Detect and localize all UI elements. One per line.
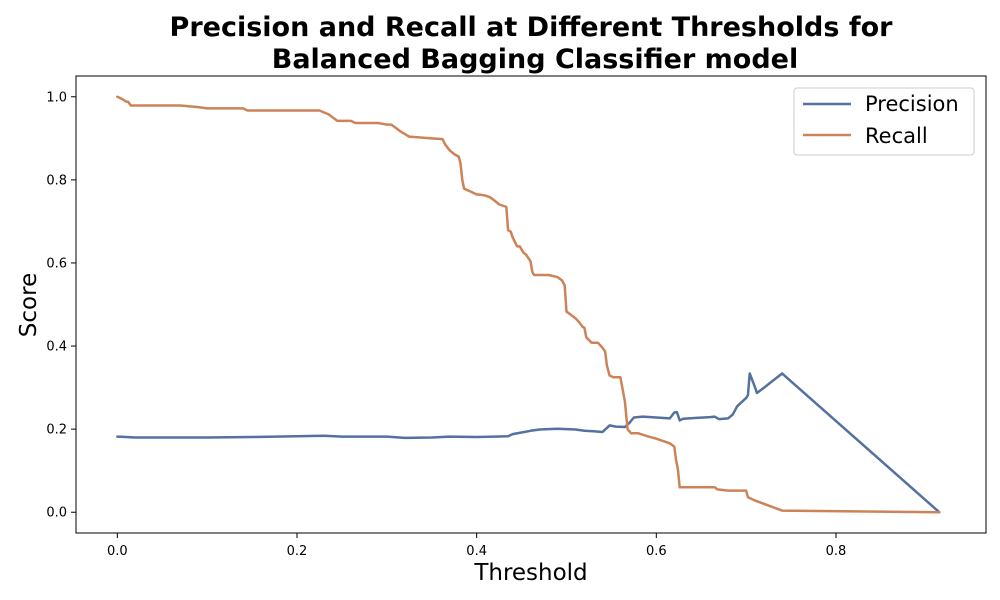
y-tick-label: 0.4 [46,340,67,355]
y-tick-label: 0.0 [46,506,67,521]
y-tick-label: 0.2 [46,423,67,438]
x-tick-label: 0.6 [646,544,667,559]
legend: Precision Recall [793,87,975,156]
y-axis-label: Score [16,273,42,337]
chart-title-line-1: Precision and Recall at Different Thresh… [170,12,894,43]
y-tick-label: 0.6 [46,256,67,271]
plot-frame [75,75,987,534]
x-tick-label: 0.2 [287,544,308,559]
legend-label-recall: Recall [865,124,928,148]
y-tick-label: 0.8 [46,173,67,188]
chart-title-line-2: Balanced Bagging Classifier model [272,44,799,75]
y-tick-label: 1.0 [46,90,67,105]
x-tick-label: 0.4 [466,544,487,559]
x-tick-label: 0.0 [107,544,128,559]
x-tick-label: 0.8 [826,544,847,559]
series-line-precision [116,372,941,514]
series-line-recall [116,95,941,514]
x-axis-label: Threshold [473,560,587,586]
legend-label-precision: Precision [865,92,959,116]
